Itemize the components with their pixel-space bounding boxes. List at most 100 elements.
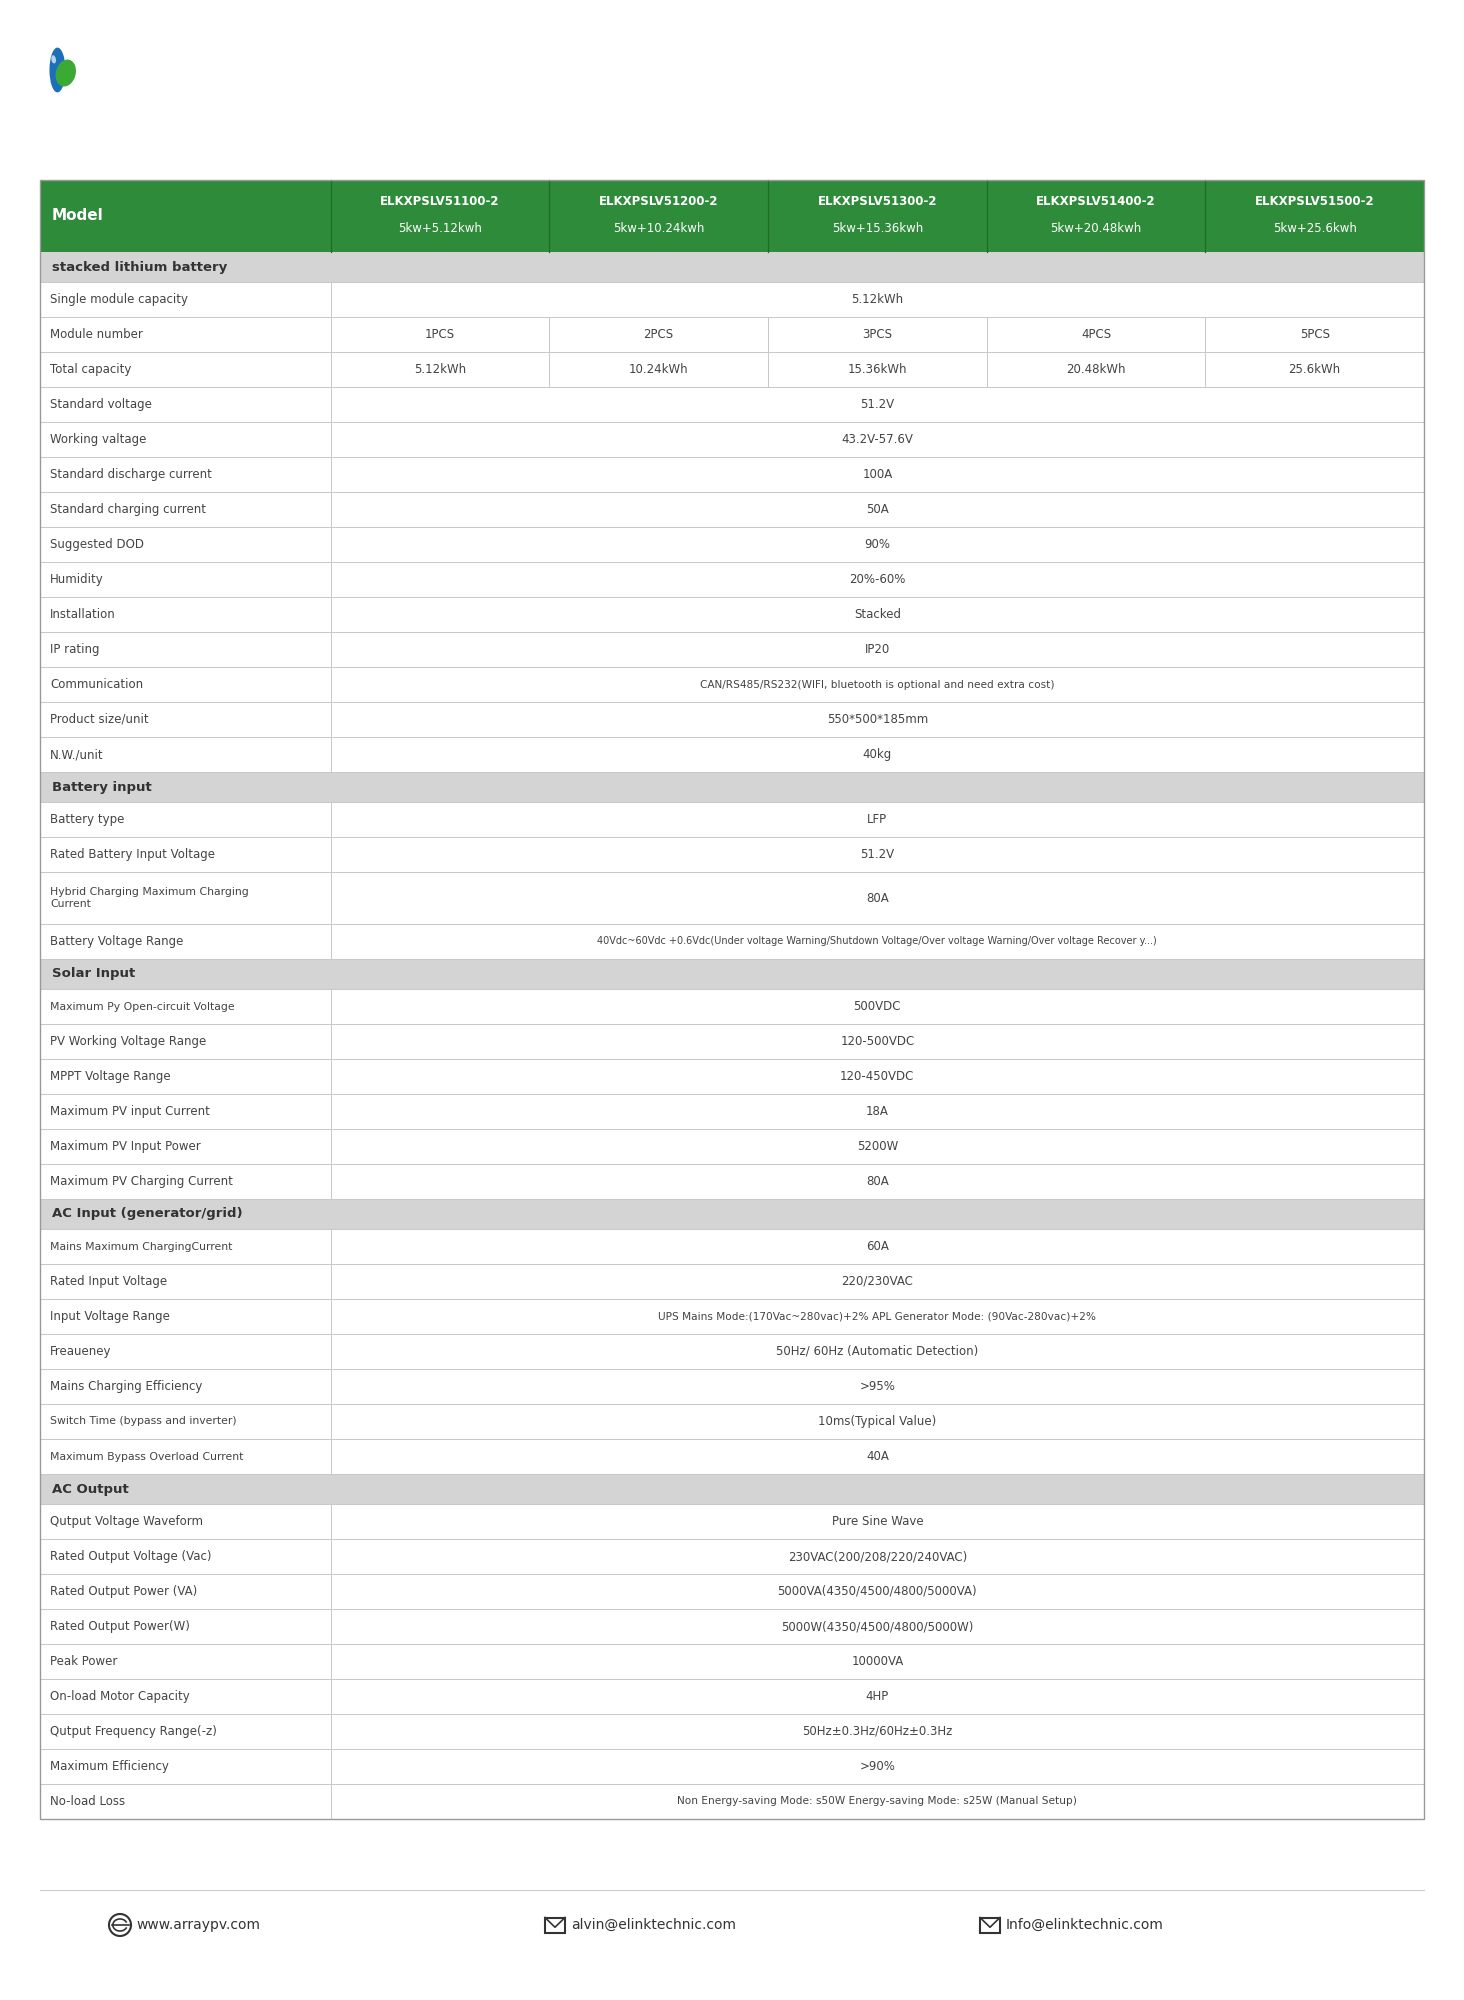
Bar bbox=[40, 562, 1424, 596]
Bar bbox=[40, 1644, 1424, 1680]
Text: 550*500*185mm: 550*500*185mm bbox=[827, 714, 928, 726]
Text: 230VAC(200/208/220/240VAC): 230VAC(200/208/220/240VAC) bbox=[788, 1550, 966, 1564]
Text: Solar Input: Solar Input bbox=[53, 968, 135, 980]
Text: Product size/unit: Product size/unit bbox=[50, 714, 149, 726]
Bar bbox=[40, 960, 1424, 988]
Bar bbox=[40, 282, 1424, 316]
Text: 5kw+20.48kwh: 5kw+20.48kwh bbox=[1050, 222, 1142, 236]
Text: Rated Input Voltage: Rated Input Voltage bbox=[50, 1276, 167, 1288]
Text: ELKXPSLV51100-2: ELKXPSLV51100-2 bbox=[381, 196, 499, 208]
Text: Rated Output Voltage (Vac): Rated Output Voltage (Vac) bbox=[50, 1550, 211, 1564]
Ellipse shape bbox=[50, 48, 66, 92]
Bar bbox=[40, 1228, 1424, 1264]
Text: Total capacity: Total capacity bbox=[50, 364, 132, 376]
Text: Rated Battery Input Voltage: Rated Battery Input Voltage bbox=[50, 848, 215, 860]
Text: 5.12kWh: 5.12kWh bbox=[414, 364, 466, 376]
Bar bbox=[40, 1264, 1424, 1300]
Text: 5kw+15.36kwh: 5kw+15.36kwh bbox=[832, 222, 922, 236]
Bar bbox=[40, 1368, 1424, 1404]
Bar bbox=[40, 1198, 1424, 1228]
Bar bbox=[40, 1474, 1424, 1504]
Text: Humidity: Humidity bbox=[50, 572, 104, 586]
Bar bbox=[40, 736, 1424, 772]
Bar bbox=[40, 1060, 1424, 1094]
Text: Info@elinktechnic.com: Info@elinktechnic.com bbox=[1006, 1918, 1164, 1932]
Text: 120-450VDC: 120-450VDC bbox=[840, 1070, 915, 1084]
Text: 3PCS: 3PCS bbox=[862, 328, 893, 340]
Text: 51.2V: 51.2V bbox=[861, 848, 895, 860]
Bar bbox=[40, 1504, 1424, 1540]
Text: 10000VA: 10000VA bbox=[851, 1656, 903, 1668]
Text: Maximum Efficiency: Maximum Efficiency bbox=[50, 1760, 168, 1772]
Text: Suggested DOD: Suggested DOD bbox=[50, 538, 143, 550]
Bar bbox=[40, 702, 1424, 736]
Text: MPPT Voltage Range: MPPT Voltage Range bbox=[50, 1070, 171, 1084]
Bar bbox=[40, 1540, 1424, 1574]
Text: stacked lithium battery: stacked lithium battery bbox=[53, 260, 227, 274]
Text: >90%: >90% bbox=[859, 1760, 896, 1772]
Bar bbox=[40, 1748, 1424, 1784]
Text: Rated Output Power(W): Rated Output Power(W) bbox=[50, 1620, 190, 1632]
Bar bbox=[40, 1024, 1424, 1060]
Text: 25.6kWh: 25.6kWh bbox=[1288, 364, 1341, 376]
Text: 60A: 60A bbox=[865, 1240, 889, 1252]
Bar bbox=[40, 988, 1424, 1024]
Text: Single module capacity: Single module capacity bbox=[50, 292, 187, 306]
Text: Maximum Bypass Overload Current: Maximum Bypass Overload Current bbox=[50, 1452, 243, 1462]
Text: Rated Output Power (VA): Rated Output Power (VA) bbox=[50, 1584, 198, 1598]
Bar bbox=[40, 1680, 1424, 1714]
Text: Battery input: Battery input bbox=[53, 780, 152, 794]
Text: 1PCS: 1PCS bbox=[425, 328, 455, 340]
Text: 5kw+5.12kwh: 5kw+5.12kwh bbox=[398, 222, 482, 236]
Bar bbox=[40, 1128, 1424, 1164]
Text: Standard voltage: Standard voltage bbox=[50, 398, 152, 412]
Text: Qutput Voltage Waveform: Qutput Voltage Waveform bbox=[50, 1516, 203, 1528]
Text: Model: Model bbox=[53, 208, 104, 224]
Bar bbox=[40, 526, 1424, 562]
Text: AC Input (generator/grid): AC Input (generator/grid) bbox=[53, 1208, 243, 1220]
Text: Stacked: Stacked bbox=[854, 608, 900, 620]
Text: www.arraypv.com: www.arraypv.com bbox=[136, 1918, 261, 1932]
Bar bbox=[40, 1440, 1424, 1474]
Text: 500VDC: 500VDC bbox=[854, 1000, 900, 1012]
Bar bbox=[545, 1918, 565, 1932]
Text: Standard discharge current: Standard discharge current bbox=[50, 468, 212, 480]
Text: 120-500VDC: 120-500VDC bbox=[840, 1036, 915, 1048]
Bar bbox=[40, 632, 1424, 668]
Text: UPS Mains Mode:(170Vac~280vac)+2% APL Generator Mode: (90Vac-280vac)+2%: UPS Mains Mode:(170Vac~280vac)+2% APL Ge… bbox=[659, 1312, 1097, 1322]
Text: Maximum PV Input Power: Maximum PV Input Power bbox=[50, 1140, 201, 1152]
Text: 5kw+25.6kwh: 5kw+25.6kwh bbox=[1272, 222, 1357, 236]
Text: CAN/RS485/RS232(WIFI, bluetooth is optional and need extra cost): CAN/RS485/RS232(WIFI, bluetooth is optio… bbox=[700, 680, 1054, 690]
Text: 80A: 80A bbox=[865, 1174, 889, 1188]
Text: 5000VA(4350/4500/4800/5000VA): 5000VA(4350/4500/4800/5000VA) bbox=[777, 1584, 976, 1598]
Bar bbox=[40, 180, 1424, 252]
Bar bbox=[979, 1918, 1000, 1932]
Bar bbox=[40, 1404, 1424, 1440]
Text: 40Vdc~60Vdc +0.6Vdc(Under voltage Warning/Shutdown Voltage/Over voltage Warning/: 40Vdc~60Vdc +0.6Vdc(Under voltage Warnin… bbox=[597, 936, 1157, 946]
Text: AC Output: AC Output bbox=[53, 1482, 129, 1496]
Bar bbox=[40, 872, 1424, 924]
Text: Working valtage: Working valtage bbox=[50, 434, 146, 446]
Bar bbox=[40, 458, 1424, 492]
Bar bbox=[40, 252, 1424, 282]
Bar bbox=[40, 596, 1424, 632]
Text: 18A: 18A bbox=[865, 1104, 889, 1118]
Text: ELKXPSLV51400-2: ELKXPSLV51400-2 bbox=[1037, 196, 1155, 208]
Text: 40kg: 40kg bbox=[862, 748, 892, 760]
Text: 90%: 90% bbox=[864, 538, 890, 550]
Bar bbox=[40, 422, 1424, 458]
Text: 50Hz/ 60Hz (Automatic Detection): 50Hz/ 60Hz (Automatic Detection) bbox=[776, 1344, 978, 1358]
Text: IP20: IP20 bbox=[865, 644, 890, 656]
Text: 220/230VAC: 220/230VAC bbox=[842, 1276, 914, 1288]
Bar bbox=[40, 388, 1424, 422]
Text: Switch Time (bypass and inverter): Switch Time (bypass and inverter) bbox=[50, 1416, 237, 1426]
Text: 51.2V: 51.2V bbox=[861, 398, 895, 412]
Text: 2PCS: 2PCS bbox=[644, 328, 673, 340]
Text: Battery Voltage Range: Battery Voltage Range bbox=[50, 936, 183, 948]
Text: IP rating: IP rating bbox=[50, 644, 100, 656]
Bar bbox=[40, 772, 1424, 802]
Text: Communication: Communication bbox=[50, 678, 143, 692]
Text: alvin@elinktechnic.com: alvin@elinktechnic.com bbox=[571, 1918, 736, 1932]
Text: >95%: >95% bbox=[859, 1380, 896, 1392]
Bar bbox=[40, 802, 1424, 836]
